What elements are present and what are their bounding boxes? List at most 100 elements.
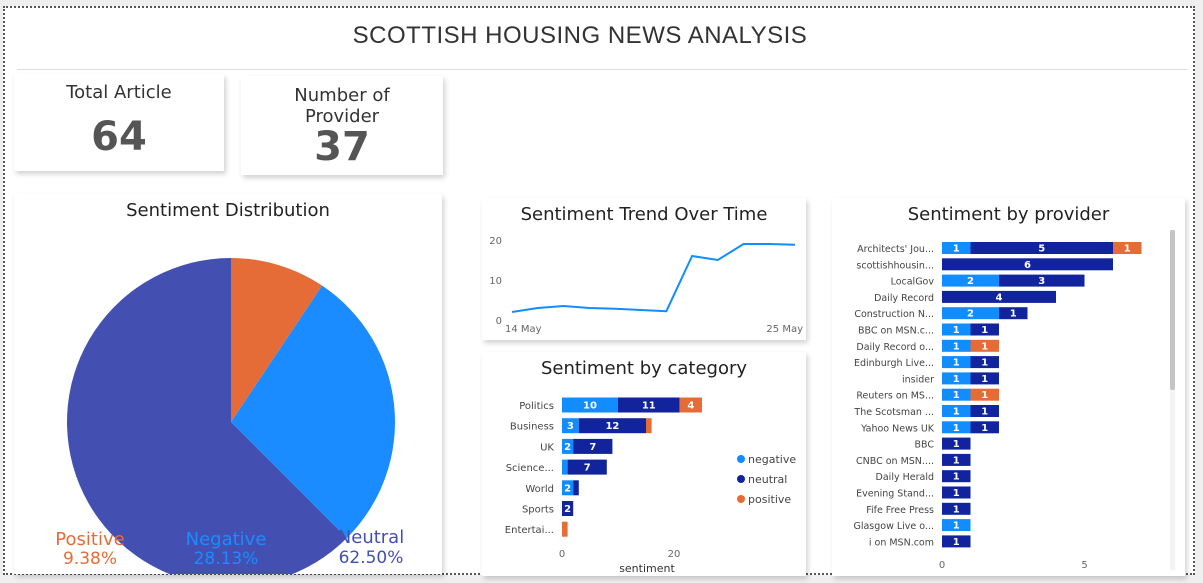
x-tick-label: 14 May xyxy=(505,324,542,335)
bar-segment-neutral[interactable] xyxy=(970,421,1000,434)
legend-label-negative: Negative xyxy=(185,529,267,550)
bar-segment-negative[interactable] xyxy=(942,356,971,369)
sentiment-by-provider-card[interactable]: Sentiment by provider Architects' Jou...… xyxy=(832,198,1185,576)
category-label: insider xyxy=(902,374,934,385)
data-label: 1 xyxy=(953,537,960,548)
bar-segment-negative[interactable] xyxy=(562,438,574,454)
data-label: 1 xyxy=(953,472,960,483)
bar-segment-neutral[interactable] xyxy=(970,405,1000,417)
data-label: 4 xyxy=(996,292,1003,303)
data-label: 1 xyxy=(953,358,960,369)
legend-label-neutral[interactable]: neutral xyxy=(748,473,787,486)
bar-segment-negative[interactable] xyxy=(942,388,971,401)
category-label: BBC xyxy=(914,440,934,451)
title-divider xyxy=(17,69,1187,70)
bar-segment-positive[interactable] xyxy=(646,418,652,434)
pie-slice-neutral[interactable] xyxy=(67,258,347,574)
bar-segment-negative[interactable] xyxy=(942,519,971,532)
kpi-card-total-article[interactable]: Total Article 64 xyxy=(14,74,224,171)
bar-segment-neutral[interactable] xyxy=(942,258,1113,271)
x-tick-label: 25 May xyxy=(766,324,803,335)
x-tick-label: 0 xyxy=(559,549,565,560)
data-label: 1 xyxy=(981,374,988,385)
legend-label-positive: Positive xyxy=(55,529,125,550)
pie-slice-negative[interactable] xyxy=(231,285,396,539)
bar-segment-neutral[interactable] xyxy=(573,438,613,454)
sentiment-distribution-card[interactable]: Sentiment Distribution Positive 9.38% Ne… xyxy=(14,194,442,574)
bar-segment-negative[interactable] xyxy=(562,397,618,413)
bar-segment-negative[interactable] xyxy=(942,339,971,352)
provider-scrollbar-thumb[interactable] xyxy=(1170,230,1175,390)
sentiment-trend-line-chart: 0 10 20 14 May 25 May xyxy=(489,236,803,335)
bar-segment-neutral[interactable] xyxy=(999,307,1028,320)
bar-segment-neutral[interactable] xyxy=(942,453,971,466)
category-label: LocalGov xyxy=(891,277,935,288)
data-label: 1 xyxy=(953,390,960,401)
bar-segment-neutral[interactable] xyxy=(970,372,1000,385)
category-label: Daily Herald xyxy=(876,472,934,483)
bar-segment-neutral[interactable] xyxy=(970,242,1114,254)
bar-segment-positive[interactable] xyxy=(1113,242,1142,254)
bar-segment-negative[interactable] xyxy=(942,307,999,320)
data-label: 1 xyxy=(981,358,988,369)
bar-segment-neutral[interactable] xyxy=(970,356,1000,369)
kpi-label: Number of Provider xyxy=(294,85,390,127)
pie-slice-positive[interactable] xyxy=(231,258,323,422)
chart-title: Sentiment by category xyxy=(540,358,748,379)
bar-segment-negative[interactable] xyxy=(562,418,579,434)
data-label: 1 xyxy=(1010,309,1017,320)
bar-segment-neutral[interactable] xyxy=(942,290,1056,303)
bar-segment-negative[interactable] xyxy=(942,405,971,417)
category-label: Architects' Jou... xyxy=(857,244,934,255)
bar-segment-negative[interactable] xyxy=(942,274,999,287)
bar-segment-positive[interactable] xyxy=(970,388,1000,401)
bar-segment-positive[interactable] xyxy=(970,339,1000,352)
bar-segment-negative[interactable] xyxy=(942,372,971,385)
legend-label-negative[interactable]: negative xyxy=(748,453,796,466)
data-label: 6 xyxy=(1024,260,1031,271)
bar-segment-negative[interactable] xyxy=(942,323,971,336)
data-label: 5 xyxy=(1038,244,1045,255)
data-label: 12 xyxy=(605,421,619,432)
bar-segment-neutral[interactable] xyxy=(942,470,971,483)
legend-value-negative: 28.13% xyxy=(193,549,259,569)
data-label: 3 xyxy=(567,421,574,432)
category-label: Evening Stand... xyxy=(856,489,934,500)
bar-segment-neutral[interactable] xyxy=(942,535,971,548)
category-label: Edinburgh Live... xyxy=(854,358,934,369)
category-label: UK xyxy=(540,442,554,453)
x-tick-label: 20 xyxy=(668,549,681,560)
data-label: 2 xyxy=(564,442,571,453)
category-label: Fife Free Press xyxy=(866,505,934,516)
trend-line[interactable] xyxy=(511,243,796,313)
bar-segment-neutral[interactable] xyxy=(618,397,680,413)
bar-segment-neutral[interactable] xyxy=(942,502,971,515)
legend-label-positive[interactable]: positive xyxy=(748,493,791,506)
data-label: 10 xyxy=(583,401,597,412)
category-label: Daily Record o... xyxy=(856,342,934,353)
bar-segment-neutral[interactable] xyxy=(999,274,1085,287)
bar-segment-negative[interactable] xyxy=(942,242,971,254)
bar-segment-negative[interactable] xyxy=(942,421,971,434)
bar-segment-neutral[interactable] xyxy=(562,501,574,516)
sentiment-trend-card[interactable]: Sentiment Trend Over Time 0 10 20 14 May 25 … xyxy=(482,198,806,340)
bar-segment-negative[interactable] xyxy=(562,459,568,475)
bar-segment-neutral[interactable] xyxy=(567,459,607,475)
legend-value-positive: 9.38% xyxy=(62,549,117,569)
bar-segment-negative[interactable] xyxy=(562,480,574,496)
data-label: 2 xyxy=(564,483,571,494)
bar-segment-positive[interactable] xyxy=(562,521,568,537)
data-label: 4 xyxy=(687,401,694,412)
bar-segment-neutral[interactable] xyxy=(573,480,579,496)
sentiment-by-provider-bar-chart: Architects' Jou... 1 5 1 scottishhousin... 6 L… xyxy=(853,242,1142,571)
x-tick-label: 5 xyxy=(1081,560,1087,571)
bar-segment-positive[interactable] xyxy=(679,397,702,413)
bar-segment-neutral[interactable] xyxy=(942,486,971,499)
kpi-card-number-of-provider[interactable]: Number of Provider 37 xyxy=(241,76,443,175)
bar-segment-neutral[interactable] xyxy=(942,437,971,450)
bar-segment-neutral[interactable] xyxy=(578,418,646,434)
sentiment-by-category-card[interactable]: Sentiment by category Politics 10 11 4 Busin… xyxy=(482,352,806,576)
data-label: 7 xyxy=(589,442,596,453)
bar-segment-neutral[interactable] xyxy=(970,323,1000,336)
provider-scrollbar-track[interactable] xyxy=(1170,230,1175,570)
